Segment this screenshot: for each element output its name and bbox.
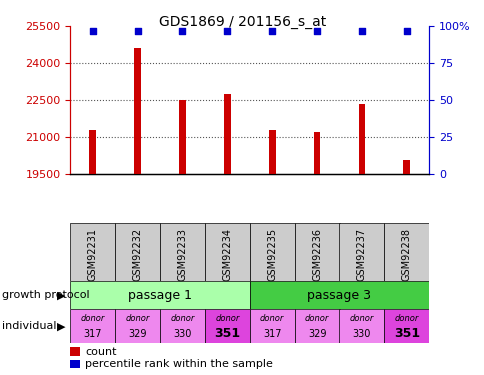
Text: donor: donor — [80, 314, 105, 323]
Text: 330: 330 — [173, 328, 191, 339]
Text: 317: 317 — [262, 328, 281, 339]
Text: donor: donor — [215, 314, 239, 323]
Bar — [89, 130, 96, 174]
Text: 330: 330 — [352, 328, 370, 339]
Text: 317: 317 — [83, 328, 102, 339]
Bar — [249, 223, 294, 281]
Bar — [70, 347, 80, 356]
Text: individual: individual — [2, 321, 57, 331]
Text: passage 1: passage 1 — [128, 289, 192, 302]
Text: GSM92234: GSM92234 — [222, 228, 232, 281]
Text: GSM92236: GSM92236 — [311, 228, 321, 281]
Bar — [358, 104, 364, 174]
Bar — [313, 132, 320, 174]
Bar — [294, 309, 339, 343]
Text: passage 3: passage 3 — [307, 289, 371, 302]
Text: percentile rank within the sample: percentile rank within the sample — [85, 359, 272, 369]
Point — [357, 28, 365, 34]
Text: donor: donor — [394, 314, 418, 323]
Point — [223, 28, 231, 34]
Text: GSM92231: GSM92231 — [88, 228, 98, 281]
Text: 351: 351 — [214, 327, 240, 340]
Text: donor: donor — [170, 314, 194, 323]
Text: donor: donor — [349, 314, 373, 323]
Text: count: count — [85, 346, 117, 357]
Text: donor: donor — [259, 314, 284, 323]
Text: GSM92233: GSM92233 — [177, 228, 187, 281]
Bar — [204, 223, 249, 281]
Text: donor: donor — [125, 314, 150, 323]
Text: donor: donor — [304, 314, 329, 323]
Bar — [204, 309, 249, 343]
Point — [178, 28, 186, 34]
Text: GDS1869 / 201156_s_at: GDS1869 / 201156_s_at — [159, 15, 325, 29]
Bar — [70, 281, 249, 309]
Bar — [249, 281, 428, 309]
Bar — [224, 94, 230, 174]
Text: GSM92232: GSM92232 — [132, 228, 142, 281]
Point — [89, 28, 96, 34]
Point — [134, 28, 141, 34]
Point — [402, 28, 410, 34]
Bar — [115, 223, 160, 281]
Bar — [249, 309, 294, 343]
Bar — [179, 100, 185, 174]
Bar — [160, 223, 204, 281]
Text: GSM92238: GSM92238 — [401, 228, 411, 281]
Text: ▶: ▶ — [57, 321, 65, 331]
Bar — [70, 223, 115, 281]
Bar — [115, 309, 160, 343]
Text: growth protocol: growth protocol — [2, 290, 90, 300]
Bar — [70, 309, 115, 343]
Text: GSM92235: GSM92235 — [267, 228, 277, 281]
Bar — [339, 309, 383, 343]
Bar — [383, 309, 428, 343]
Bar — [339, 223, 383, 281]
Point — [268, 28, 275, 34]
Text: 329: 329 — [128, 328, 147, 339]
Text: 351: 351 — [393, 327, 419, 340]
Bar — [160, 309, 204, 343]
Text: GSM92237: GSM92237 — [356, 228, 366, 281]
Bar — [294, 223, 339, 281]
Bar — [134, 48, 141, 174]
Point — [313, 28, 320, 34]
Bar — [70, 360, 80, 368]
Bar — [403, 160, 409, 174]
Text: ▶: ▶ — [57, 290, 65, 300]
Bar — [383, 223, 428, 281]
Bar — [268, 130, 275, 174]
Text: 329: 329 — [307, 328, 326, 339]
